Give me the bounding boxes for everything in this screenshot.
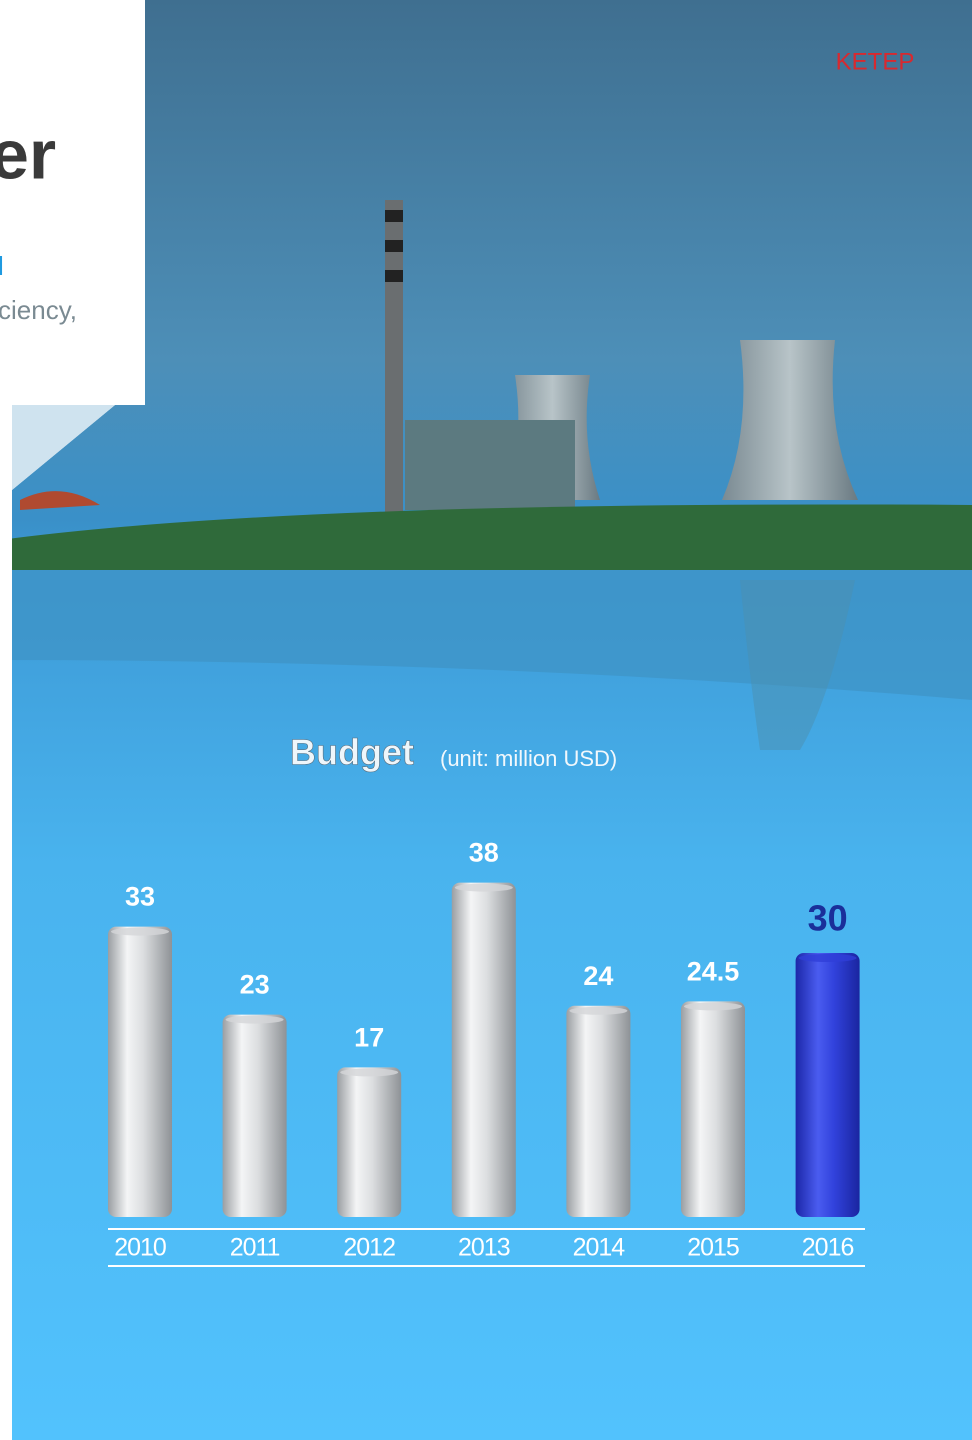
logo: KETEP xyxy=(836,48,915,75)
bar-cap xyxy=(455,884,513,892)
bar xyxy=(108,927,172,1217)
x-tick-label: 2012 xyxy=(343,1234,395,1262)
x-tick-label: 2014 xyxy=(573,1234,626,1262)
x-tick-label: 2011 xyxy=(230,1234,280,1262)
bar-cap xyxy=(226,1016,284,1024)
panel-text: ciency, xyxy=(0,295,77,325)
bar xyxy=(796,953,860,1217)
bar xyxy=(452,883,516,1217)
x-tick-label: 2010 xyxy=(114,1234,166,1262)
bar xyxy=(223,1015,287,1217)
bar-cap xyxy=(799,954,857,962)
bar xyxy=(681,1001,745,1217)
value-label: 23 xyxy=(240,970,270,1000)
bar xyxy=(566,1006,630,1217)
bar xyxy=(337,1067,401,1217)
bar-cap xyxy=(340,1068,398,1076)
page: er l ciency, KETEP Budget (unit: million… xyxy=(0,0,972,1440)
chart-title: Budget xyxy=(290,732,414,773)
panel-title: er xyxy=(0,115,56,193)
x-tick-label: 2013 xyxy=(458,1234,510,1262)
value-label: 17 xyxy=(354,1023,384,1053)
value-label: 24 xyxy=(583,961,613,991)
value-label: 24.5 xyxy=(687,957,740,987)
x-tick-label: 2016 xyxy=(802,1234,854,1262)
value-label: 33 xyxy=(125,882,155,912)
value-label: 38 xyxy=(469,838,499,868)
panel-text: l xyxy=(0,251,4,281)
bar-cap xyxy=(684,1002,742,1010)
x-tick-label: 2015 xyxy=(687,1234,739,1262)
background xyxy=(0,0,972,1440)
value-label: 30 xyxy=(808,898,848,939)
bar-cap xyxy=(111,928,169,936)
chart-subtitle: (unit: million USD) xyxy=(440,746,617,771)
bar-cap xyxy=(569,1007,627,1015)
